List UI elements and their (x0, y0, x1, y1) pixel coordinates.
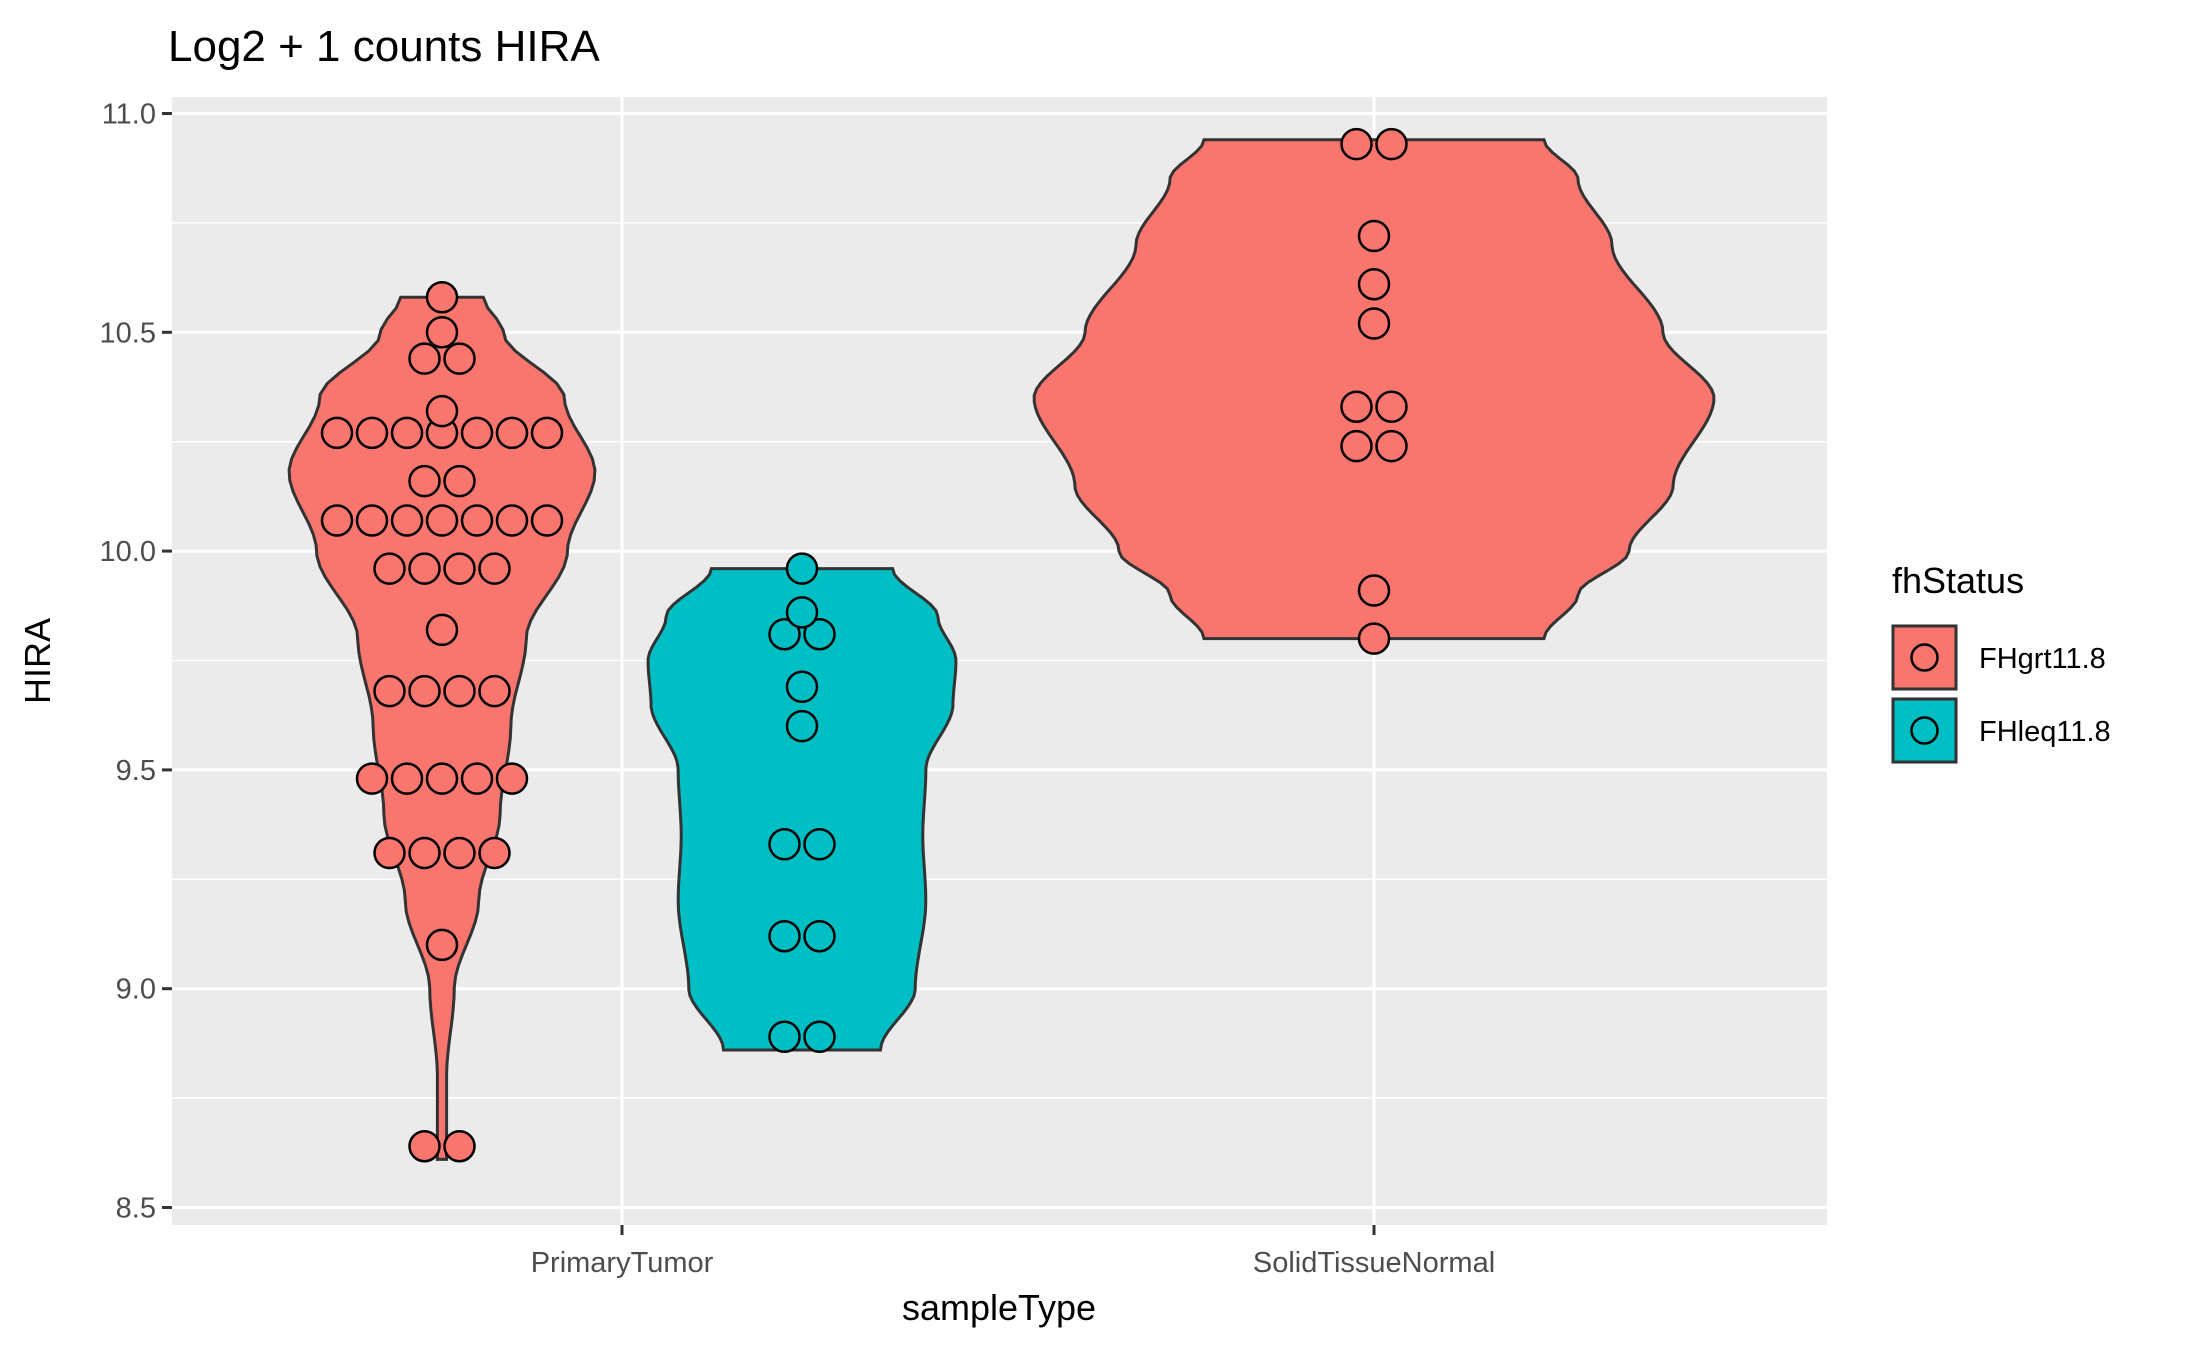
data-point (427, 930, 457, 960)
data-point (1359, 221, 1389, 251)
y-tick-label: 9.5 (116, 755, 156, 787)
data-point (357, 764, 387, 794)
data-point (497, 506, 527, 536)
y-tick-label: 9.0 (116, 974, 156, 1006)
data-point (770, 829, 800, 859)
x-tick-label: PrimaryTumor (531, 1247, 714, 1279)
data-point (375, 554, 405, 584)
data-point (445, 466, 475, 496)
data-point (1342, 129, 1372, 159)
data-point (392, 506, 422, 536)
legend: fhStatus FHgrt11.8 FHleq11.8 (1891, 560, 2111, 764)
data-point (410, 466, 440, 496)
data-point (532, 418, 562, 448)
legend-label: FHleq11.8 (1979, 716, 2111, 748)
y-tick-label: 10.0 (100, 536, 156, 568)
data-point (770, 921, 800, 951)
data-point (497, 418, 527, 448)
data-point (392, 418, 422, 448)
data-point (805, 829, 835, 859)
data-point (445, 554, 475, 584)
data-point (462, 506, 492, 536)
data-point (427, 317, 457, 347)
data-point (427, 615, 457, 645)
data-point (787, 554, 817, 584)
data-point (410, 838, 440, 868)
data-point (787, 672, 817, 702)
data-point (322, 418, 352, 448)
data-point (805, 1022, 835, 1052)
data-point (427, 506, 457, 536)
y-tick-label: 11.0 (102, 98, 156, 130)
data-point (357, 418, 387, 448)
data-point (462, 418, 492, 448)
data-point (1377, 392, 1407, 422)
data-point (480, 554, 510, 584)
data-point (375, 676, 405, 706)
legend-key-point (1912, 718, 1938, 744)
data-point (1377, 129, 1407, 159)
data-point (787, 711, 817, 741)
y-tick-label: 10.5 (100, 317, 156, 349)
y-axis-title: HIRA (17, 618, 58, 704)
data-point (445, 344, 475, 374)
data-point (1359, 269, 1389, 299)
legend-title: fhStatus (1892, 560, 2024, 601)
data-point (1359, 576, 1389, 606)
data-point (1377, 431, 1407, 461)
data-point (1359, 624, 1389, 654)
data-point (392, 764, 422, 794)
data-point (410, 344, 440, 374)
x-tick-label: SolidTissueNormal (1253, 1247, 1495, 1279)
data-point (375, 838, 405, 868)
data-point (410, 676, 440, 706)
data-point (497, 764, 527, 794)
x-axis-title: sampleType (902, 1287, 1096, 1328)
data-point (480, 838, 510, 868)
data-point (445, 1131, 475, 1161)
data-point (480, 676, 510, 706)
legend-key-point (1912, 645, 1938, 671)
data-point (322, 506, 352, 536)
data-point (427, 282, 457, 312)
data-point (805, 921, 835, 951)
data-point (532, 506, 562, 536)
data-point (427, 764, 457, 794)
data-point (1359, 309, 1389, 339)
data-point (357, 506, 387, 536)
violin-PrimaryTumor-FHleq11.8 (648, 569, 956, 1050)
chart-title: Log2 + 1 counts HIRA (168, 22, 600, 71)
y-tick-label: 8.5 (116, 1192, 156, 1224)
data-point (410, 1131, 440, 1161)
data-point (427, 396, 457, 426)
data-point (462, 764, 492, 794)
data-point (1342, 431, 1372, 461)
data-point (445, 838, 475, 868)
data-point (770, 1022, 800, 1052)
data-point (445, 676, 475, 706)
legend-label: FHgrt11.8 (1979, 643, 2106, 675)
data-point (1342, 392, 1372, 422)
data-point (410, 554, 440, 584)
data-point (787, 597, 817, 627)
